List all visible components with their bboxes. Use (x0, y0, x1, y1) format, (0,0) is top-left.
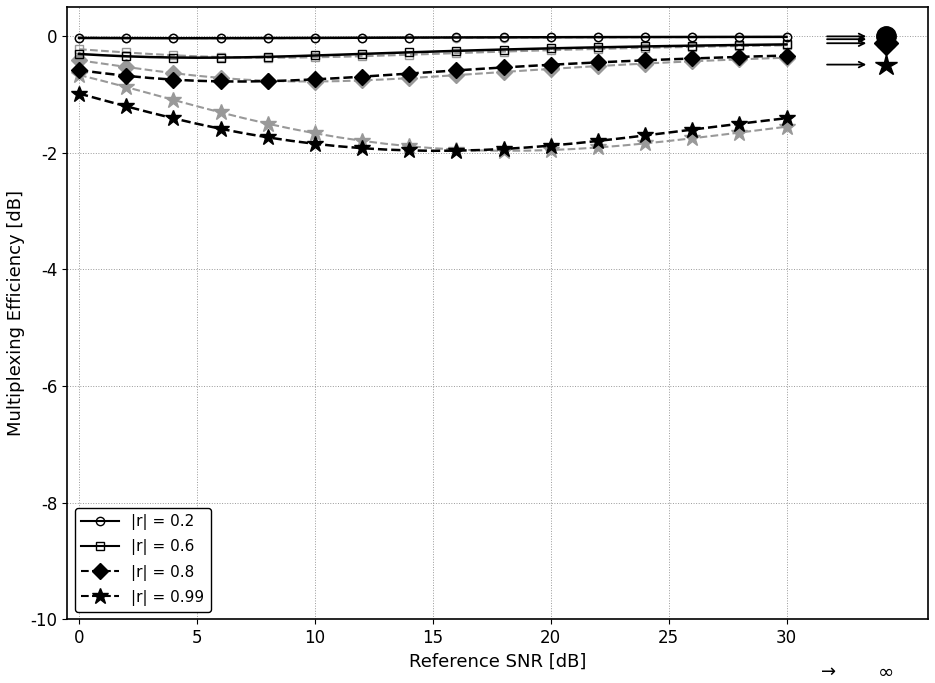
Text: ∞: ∞ (877, 663, 894, 682)
Text: →: → (822, 663, 837, 681)
X-axis label: Reference SNR [dB]: Reference SNR [dB] (409, 653, 586, 671)
Y-axis label: Multiplexing Efficiency [dB]: Multiplexing Efficiency [dB] (7, 191, 25, 436)
Legend: |r| = 0.2, |r| = 0.6, |r| = 0.8, |r| = 0.99: |r| = 0.2, |r| = 0.6, |r| = 0.8, |r| = 0… (75, 508, 210, 612)
